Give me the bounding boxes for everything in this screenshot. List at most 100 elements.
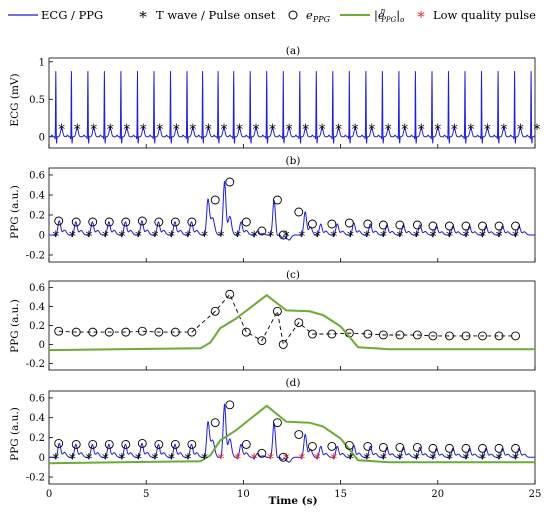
e-ppg-point [225,289,235,299]
t-wave-marker: * [467,122,474,138]
e-ppg-point [327,441,337,451]
low-quality-marker: * [298,451,305,467]
pulse-onset-marker: * [380,451,387,467]
e-ppg-point [294,430,304,439]
pulse-onset-marker: * [298,229,305,245]
x-tick-label: 15 [334,489,347,500]
e-ppg-point [187,327,197,337]
pulse-onset-marker: * [446,451,453,467]
t-wave-marker: * [302,122,309,138]
panel-1-frame [48,167,536,263]
pulse-onset-marker: * [218,229,225,245]
panel-0-ytick-label: 0 [39,132,45,143]
pulse-onset-marker: * [413,451,420,467]
pulse-onset-marker: * [446,229,453,245]
e-ppg-point [170,217,180,227]
e-ppg-point [412,442,422,452]
pulse-onset-marker: * [151,229,158,245]
pulse-onset-marker: * [201,451,208,467]
panel-3-frame [48,390,536,485]
panel-0-ytick-label: 1 [39,57,45,68]
e-ppg-point [461,443,471,453]
t-wave-marker: * [253,122,260,138]
e-ppg-point [54,216,64,226]
e-ppg-point [344,440,354,450]
e-ppg-point [257,226,267,236]
pulse-onset-marker: * [462,451,469,467]
pulse-onset-marker: * [52,229,59,245]
legend-low-quality-asterisk-icon: * [417,8,425,26]
e-ppg-point [88,439,98,449]
panel-2-ytick-label: 0.6 [29,283,45,294]
e-ppg-point [363,329,373,339]
t-wave-marker: * [107,122,114,138]
e-ppg-point [428,221,438,231]
pulse-onset-marker: * [118,451,125,467]
e-ppg-point [445,443,454,453]
pulse-onset-marker: * [135,229,142,245]
pulse-onset-marker: * [267,229,274,245]
pulse-onset-marker: * [462,229,469,245]
pulse-onset-marker: * [496,451,503,467]
e-ppg-point [88,217,98,227]
legend-circle-icon [288,10,298,20]
e-ppg-point [104,327,114,337]
e-ppg-point [327,329,337,339]
e-ppg-point [461,331,471,341]
e-ppg-point [307,329,317,339]
panel-d-ylabel: PPG (a.u.) [9,407,21,461]
ppg-series-b [49,180,535,241]
envelope-series-c [48,293,535,352]
e-ppg-point [71,327,81,337]
pulse-onset-marker: * [69,451,76,467]
e-ppg-point [137,216,147,226]
legend-eppg-label: ePPG [306,8,331,24]
e-ppg-point [412,220,422,230]
t-wave-marker: * [269,122,276,138]
panel-0-frame [48,57,536,149]
pulse-onset-marker: * [429,451,436,467]
e-ppg-point [307,219,317,229]
low-quality-marker: * [251,451,258,467]
t-wave-marker: * [533,122,540,138]
t-wave-marker: * [401,122,408,138]
e-ppg-point [154,439,164,449]
panel-c-ylabel: PPG (a.u.) [9,299,21,353]
e-ppg-point [257,448,267,458]
pulse-onset-marker: * [330,229,337,245]
t-wave-marker: * [385,122,392,138]
pulse-onset-marker: * [429,229,436,245]
e-ppg-point [511,443,521,453]
t-wave-marker: * [189,122,196,138]
pulse-onset-marker: * [363,451,370,467]
e-ppg-point [170,439,180,449]
panel-b-ylabel: PPG (a.u.) [9,185,21,239]
pulse-onset-marker: * [479,229,486,245]
panel-0-ytick-label: 0.5 [29,95,45,106]
pulse-onset-marker: * [347,229,354,245]
pulse-onset-marker: * [184,451,191,467]
ecg-series [49,71,536,144]
pulse-onset-marker: * [151,451,158,467]
pulse-onset-marker: * [251,229,258,245]
pulse-onset-marker: * [118,229,125,245]
pulse-onset-marker: * [347,451,354,467]
panel-2-ytick-label: 0.2 [29,321,45,332]
low-quality-marker: * [283,451,290,467]
pulse-onset-marker: * [85,451,92,467]
e-ppg-point [428,331,438,341]
e-ppg-point [241,439,251,449]
low-quality-marker: * [234,451,241,467]
e-ppg-point [272,418,282,428]
pulse-onset-marker: * [52,451,59,467]
e-ppg-point [378,442,388,452]
panel-3-ytick-label: 0.6 [29,393,45,404]
t-wave-marker: * [368,122,375,138]
e-ppg-point [154,327,164,337]
e-ppg-point [71,439,81,449]
low-quality-marker: * [218,451,225,467]
t-wave-marker: * [123,122,130,138]
e-ppg-point [511,221,521,231]
e-ppg-point [241,327,251,337]
